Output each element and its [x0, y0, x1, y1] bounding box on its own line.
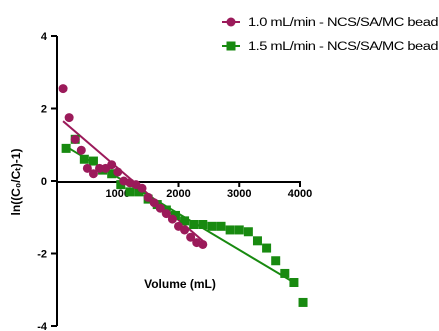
tick-labels: 1000 2000 3000 4000 4 2 0 -2 -4 — [37, 31, 312, 331]
y-axis-title: ln((C₀/Cₜ)-1) — [9, 149, 23, 216]
data-point-series-1 — [88, 169, 98, 179]
data-point-series-2 — [216, 221, 226, 231]
data-point-series-2 — [189, 220, 199, 229]
legend-marker-series-2 — [226, 41, 236, 51]
data-point-series-1 — [58, 84, 68, 94]
data-point-series-2 — [88, 156, 98, 166]
data-point-series-2 — [125, 187, 135, 197]
data-point-series-2 — [116, 180, 126, 190]
data-point-series-1 — [186, 232, 196, 242]
data-point-series-2 — [252, 236, 262, 246]
data-point-series-1 — [167, 214, 177, 224]
y-tick-label: -2 — [37, 249, 47, 261]
data-point-series-1 — [113, 167, 123, 177]
x-tick-label: 4000 — [288, 188, 312, 200]
y-tick-label: 2 — [41, 104, 47, 116]
data-point-series-2 — [289, 278, 299, 287]
data-point-series-2 — [262, 243, 272, 253]
x-axis-title: Volume (mL) — [144, 277, 216, 291]
x-tick-label: 3000 — [227, 188, 251, 200]
data-point-series-1 — [198, 239, 208, 249]
y-tick-label: 0 — [41, 176, 47, 188]
data-point-series-1 — [161, 209, 171, 219]
x-tick-label: 2000 — [166, 188, 190, 200]
legend: 1.0 mL/min - NCS/SA/MC bead 1.5 mL/min - … — [222, 17, 438, 53]
data-point-series-1 — [82, 163, 92, 173]
data-point-series-2 — [170, 210, 180, 220]
data-point-series-2 — [134, 187, 144, 197]
data-point-series-2 — [61, 143, 71, 153]
data-point-series-1 — [64, 113, 74, 123]
data-point-series-1 — [107, 160, 117, 170]
data-point-series-1 — [76, 145, 86, 155]
data-point-series-2 — [207, 221, 217, 231]
data-point-series-2 — [79, 154, 89, 164]
x-tick-label: 1000 — [106, 188, 130, 200]
legend-marker-series-1 — [226, 17, 236, 27]
legend-label-series-2: 1.5 mL/min - NCS/SA/MC bead — [248, 41, 438, 53]
data-point-series-2 — [271, 256, 281, 266]
y-tick-label: 4 — [41, 31, 48, 43]
data-point-series-1 — [155, 203, 165, 213]
data-point-series-1 — [70, 134, 80, 144]
fit-lines — [62, 120, 298, 286]
data-point-series-1 — [137, 183, 147, 193]
data-point-series-2 — [198, 220, 208, 229]
data-point-series-2 — [234, 225, 244, 235]
legend-label-series-1: 1.0 mL/min - NCS/SA/MC bead — [248, 17, 438, 29]
data-point-series-1 — [180, 225, 190, 235]
data-point-series-1 — [143, 192, 153, 202]
data-point-series-2 — [280, 268, 290, 278]
data-point-series-1 — [149, 198, 159, 208]
data-point-series-2 — [298, 297, 308, 307]
data-point-series-2 — [243, 227, 253, 237]
y-tick-label: -4 — [37, 321, 48, 331]
data-point-series-2 — [107, 169, 117, 179]
markers — [58, 84, 308, 307]
data-point-series-2 — [180, 216, 190, 226]
data-point-series-2 — [225, 225, 235, 235]
